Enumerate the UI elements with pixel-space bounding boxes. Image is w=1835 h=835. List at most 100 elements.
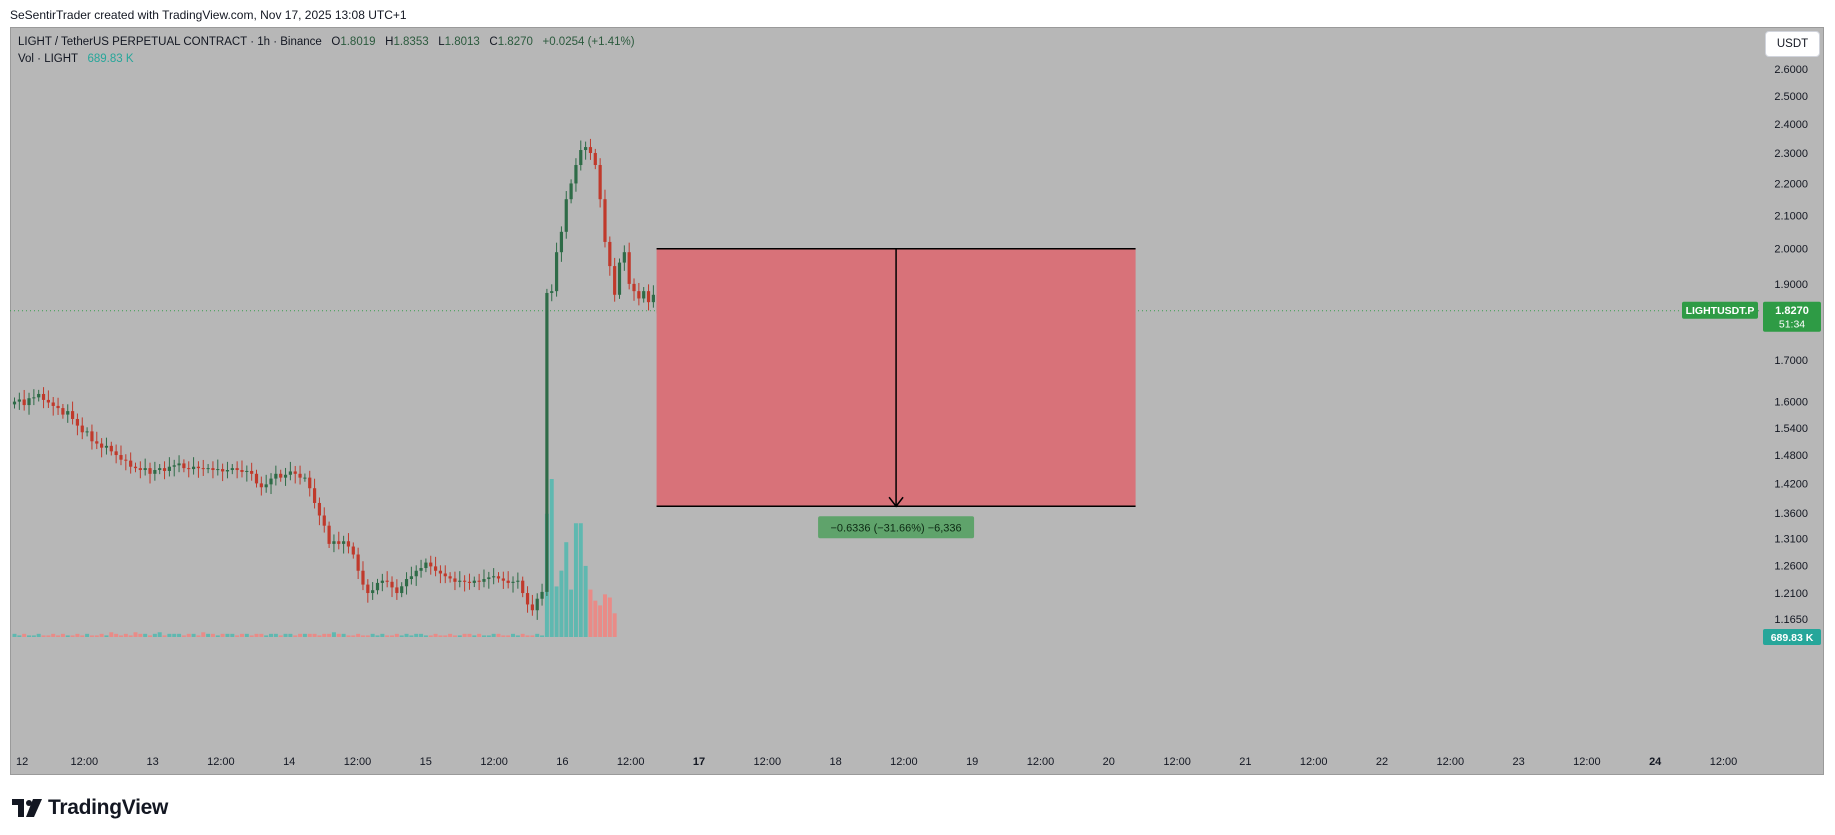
close-label: C	[489, 36, 498, 48]
chart-legend: LIGHT / TetherUS PERPETUAL CONTRACT · 1h…	[18, 34, 635, 68]
volume-bar	[118, 635, 123, 637]
time-tick-label: 18	[829, 756, 841, 768]
volume-bar	[273, 633, 278, 637]
candle-body	[235, 468, 239, 471]
volume-bar	[133, 632, 138, 637]
volume-bar	[152, 633, 157, 637]
candle-body	[337, 541, 341, 544]
volume-bar	[351, 635, 356, 637]
candle-body	[342, 541, 346, 544]
symbol-title[interactable]: LIGHT / TetherUS PERPETUAL CONTRACT · 1h…	[18, 36, 322, 48]
volume-bar	[535, 633, 540, 637]
candle-body	[124, 459, 128, 461]
candle-body	[95, 441, 99, 444]
volume-bar	[94, 635, 99, 637]
candle-body	[366, 584, 370, 594]
candle-body	[385, 580, 389, 582]
candle-body	[216, 469, 220, 471]
candle-body	[312, 488, 317, 503]
volume-bar	[148, 635, 153, 637]
candle-body	[521, 580, 525, 594]
currency-button[interactable]: USDT	[1765, 31, 1820, 57]
volume-bar	[312, 633, 317, 637]
candle-body	[554, 252, 559, 292]
volume-bar	[423, 635, 428, 637]
price-tick-label: 1.5400	[1774, 423, 1808, 435]
volume-bar	[322, 633, 327, 637]
time-tick-label: 12:00	[1573, 756, 1601, 768]
candle-body	[317, 502, 322, 516]
volume-bar	[598, 605, 603, 637]
volume-bar	[583, 565, 588, 637]
volume-bar	[462, 633, 467, 637]
volume-bar	[89, 635, 94, 637]
candle-body	[177, 463, 181, 466]
candle-body	[540, 591, 544, 599]
volume-bar	[114, 633, 119, 637]
volume-bar	[302, 633, 307, 637]
price-tick-label: 1.2100	[1774, 588, 1808, 600]
volume-bar	[85, 633, 90, 637]
volume-bar	[593, 600, 598, 637]
volume-bar	[428, 635, 433, 637]
candle-body	[463, 580, 467, 582]
candle-body	[264, 484, 268, 488]
candle-body	[613, 266, 617, 295]
candle-body	[371, 590, 375, 594]
volume-bar	[80, 635, 85, 637]
volume-bar	[143, 633, 148, 637]
candle-body	[603, 199, 607, 242]
volume-bar	[220, 633, 225, 637]
volume-bar	[177, 633, 182, 637]
chart-plot[interactable]: −0.6336 (−31.66%) −6,336 2.6000 2.5000 2.4…	[10, 27, 1824, 775]
price-tick-label: 2.4000	[1774, 119, 1808, 131]
volume-bar	[17, 635, 22, 637]
volume-bar	[394, 633, 399, 637]
candle-body	[559, 231, 564, 253]
volume-bar	[269, 633, 274, 637]
candle-body	[646, 291, 651, 303]
volume-bar	[157, 632, 162, 637]
volume-bar	[244, 633, 249, 637]
candle-body	[32, 397, 36, 399]
candle-body	[259, 483, 263, 488]
volume-bar	[399, 635, 404, 637]
open-label: O	[331, 36, 341, 48]
tradingview-logo[interactable]: TradingView	[12, 796, 168, 820]
volume-label[interactable]: Vol · LIGHT	[18, 53, 78, 65]
time-tick-label: 15	[420, 756, 432, 768]
volume-bar	[56, 635, 61, 637]
time-tick-label: 12:00	[617, 756, 645, 768]
candle-body	[167, 466, 171, 471]
volume-bar	[298, 633, 303, 637]
volume-bar	[75, 633, 80, 637]
volume-bar	[123, 633, 128, 637]
volume-bar	[486, 635, 491, 637]
candle-body	[608, 241, 612, 267]
volume-bar	[46, 635, 51, 637]
volume-bar	[254, 633, 259, 637]
candle-body	[293, 471, 297, 474]
candle-body	[269, 478, 273, 485]
volume-bar	[506, 635, 511, 637]
volume-bar	[360, 635, 365, 637]
price-tick-label: 2.3000	[1774, 148, 1808, 160]
candle-body	[574, 165, 578, 184]
candle-body	[332, 541, 336, 544]
time-tick-label: 24	[1649, 756, 1662, 768]
high-label: H	[385, 36, 394, 48]
candle-body	[191, 466, 196, 470]
candle-body	[356, 554, 360, 571]
volume-tag-bg	[1763, 629, 1821, 645]
price-tick-label: 1.6000	[1774, 397, 1808, 409]
candle-body	[158, 468, 162, 471]
candle-body	[569, 183, 573, 200]
volume-bar	[540, 635, 545, 637]
volume-bar	[215, 635, 220, 637]
volume-bar	[331, 632, 336, 637]
volume-bar	[128, 635, 133, 637]
candle-body	[225, 470, 230, 472]
candle-body	[187, 468, 191, 470]
low-value: 1.8013	[444, 36, 480, 48]
volume-bar	[51, 633, 56, 637]
